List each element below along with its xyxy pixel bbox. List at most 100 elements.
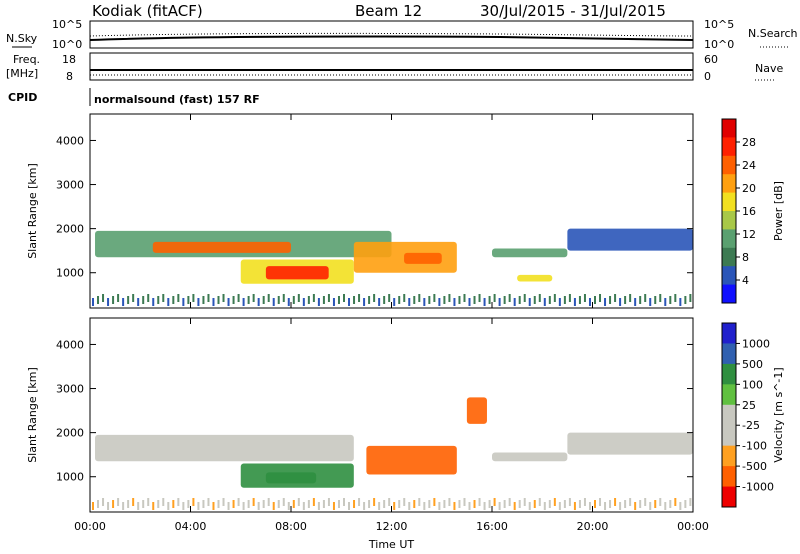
scatter-point [172, 500, 175, 508]
scatter-point [172, 296, 175, 304]
scatter-point [403, 498, 406, 506]
scatter-point [553, 294, 556, 302]
scatter-point [393, 502, 396, 510]
scatter-point [428, 296, 431, 304]
scatter-point [383, 296, 386, 304]
scatter-point [568, 294, 571, 302]
scatter-point [674, 294, 677, 302]
scatter-point [503, 500, 506, 508]
scatter-point [227, 502, 230, 510]
scatter-point [277, 500, 280, 508]
freq-label: Freq. [13, 53, 40, 66]
scatter-point [408, 298, 411, 306]
scatter-point [398, 500, 401, 508]
scatter-point [197, 502, 200, 510]
scatter-point [292, 500, 295, 508]
scatter-point [483, 298, 486, 306]
scatter-point [368, 500, 371, 508]
scatter-point [297, 294, 300, 302]
scatter-point [107, 502, 110, 510]
scatter-point [513, 298, 516, 306]
scatter-point [137, 298, 140, 306]
scatter-point [192, 294, 195, 302]
colorbar-segment [722, 155, 736, 175]
colorbar-tick-label: 25 [742, 399, 756, 412]
scatter-point [493, 294, 496, 302]
nave-tick-top: 60 [704, 53, 718, 66]
scatter-point [348, 298, 351, 306]
scatter-point [207, 294, 210, 302]
scatter-point [307, 296, 310, 304]
scatter-point [388, 498, 391, 506]
nsearch-tick-top: 10^5 [704, 18, 734, 31]
colorbar-segment [722, 363, 736, 385]
scatter-point [674, 498, 677, 506]
freq-tick-top: 18 [62, 53, 76, 66]
velocity-region [567, 432, 693, 455]
scatter-point [538, 294, 541, 302]
scatter-point [403, 294, 406, 302]
scatter-point [458, 296, 461, 304]
scatter-point [423, 502, 426, 510]
scatter-point [132, 498, 135, 506]
scatter-point [353, 500, 356, 508]
scatter-point [212, 502, 215, 510]
scatter-point [337, 296, 340, 304]
scatter-point [147, 498, 150, 506]
scatter-point [433, 498, 436, 506]
scatter-point [152, 298, 155, 306]
scatter-point [629, 498, 632, 506]
scatter-point [458, 500, 461, 508]
x-tick-label: 16:00 [476, 520, 508, 533]
cpid-text: normalsound (fast) 157 RF [94, 93, 260, 106]
scatter-point [363, 502, 366, 510]
scatter-point [327, 294, 330, 302]
scatter-point [147, 294, 150, 302]
scatter-point [358, 498, 361, 506]
scatter-point [548, 296, 551, 304]
scatter-point [649, 298, 652, 306]
colorbar-segment [722, 425, 736, 447]
scatter-point [483, 502, 486, 510]
scatter-point [353, 296, 356, 304]
nsearch-label: N.Search [748, 27, 798, 40]
scatter-point [664, 502, 667, 510]
nave-label: Nave [755, 62, 783, 75]
scatter-point [594, 500, 596, 508]
scatter-point [563, 500, 566, 508]
scatter-point [558, 298, 561, 306]
scatter-point [443, 500, 446, 508]
scatter-point [548, 500, 551, 508]
scatter-point [167, 502, 170, 510]
colorbar-segment [722, 323, 736, 344]
scatter-point [202, 500, 205, 508]
scatter-point [463, 498, 466, 506]
scatter-point [252, 498, 255, 506]
x-tick-label: 00:00 [74, 520, 106, 533]
scatter-point [684, 296, 687, 304]
scatter-point [689, 294, 692, 302]
scatter-point [373, 498, 376, 506]
scatter-point [614, 498, 617, 506]
scatter-point [182, 502, 185, 510]
y-tick-label: 2000 [56, 427, 84, 440]
scatter-point [257, 502, 260, 510]
scatter-point [599, 294, 602, 302]
scatter-point [463, 294, 466, 302]
scatter-point [433, 294, 436, 302]
scatter-point [493, 498, 496, 506]
colorbar-tick-label: -1000 [742, 481, 774, 494]
scatter-point [679, 298, 682, 306]
colorbar-segment [722, 211, 736, 230]
scatter-point [112, 500, 115, 508]
nsky-trace [89, 35, 694, 41]
scatter-point [473, 296, 476, 304]
nsky-tick-top: 10^5 [52, 18, 82, 31]
colorbar-tick-label: 500 [742, 358, 763, 371]
scatter-point [312, 498, 315, 506]
colorbar-tick-label: -25 [742, 419, 760, 432]
scatter-point [122, 298, 125, 306]
scatter-point [428, 500, 431, 508]
scatter-point [127, 296, 130, 304]
power-region [152, 241, 291, 253]
